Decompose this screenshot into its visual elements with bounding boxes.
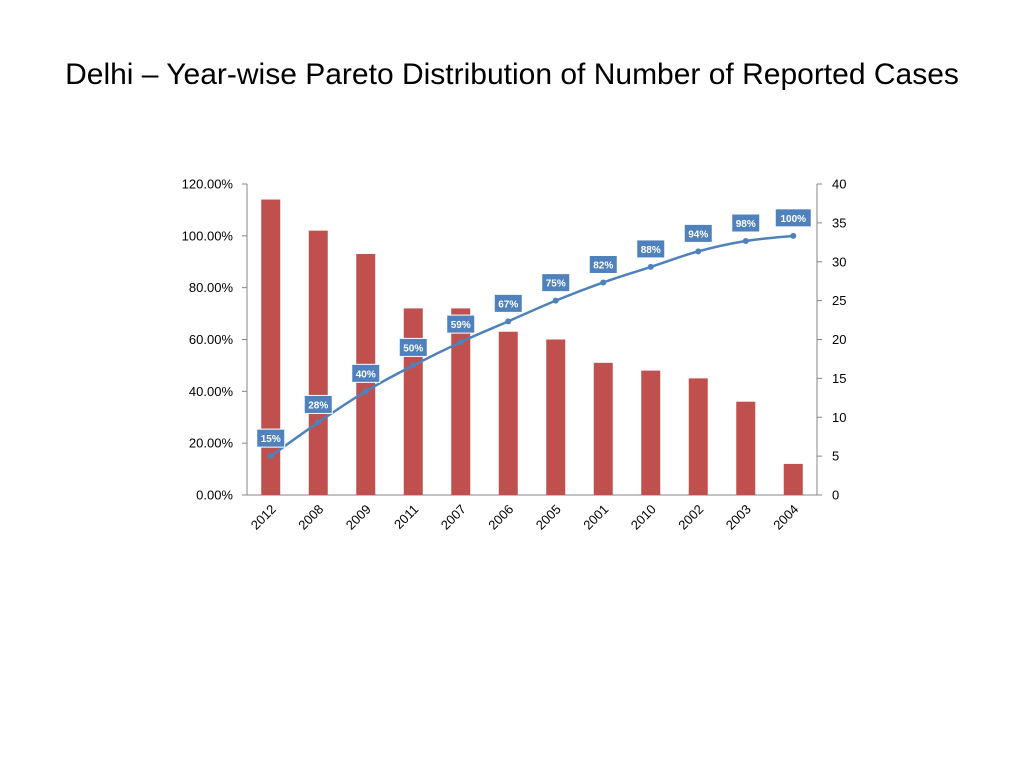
data-label: 82% — [593, 260, 613, 271]
data-label: 100% — [780, 214, 806, 225]
left-y-tick-label: 20.00% — [189, 436, 234, 451]
bar — [403, 308, 423, 495]
line-point — [552, 297, 559, 304]
bar — [783, 463, 803, 495]
data-label: 15% — [261, 434, 281, 445]
data-label-box — [351, 363, 381, 383]
bar — [451, 308, 471, 495]
x-tick-label: 2001 — [580, 502, 611, 533]
bar — [736, 401, 756, 495]
cumulative-line-series — [267, 232, 797, 460]
x-tick-label: 2008 — [295, 502, 326, 533]
data-label-box — [774, 208, 812, 228]
line-point — [267, 453, 274, 460]
data-label-box — [398, 337, 428, 357]
data-label: 59% — [451, 320, 471, 331]
line-point — [457, 339, 464, 346]
chart-axes: 0.00% 20.00% 40.00% 60.00% 80.00% 100.00% 120.… — [182, 177, 847, 503]
bar — [261, 199, 281, 496]
data-label: 88% — [641, 245, 661, 256]
right-y-tick-label: 15 — [832, 371, 846, 386]
bar — [498, 331, 518, 495]
x-tick-label: 2011 — [391, 502, 421, 532]
data-label-box — [731, 213, 761, 233]
data-label: 98% — [736, 219, 756, 230]
right-y-tick-label: 20 — [832, 332, 846, 347]
data-label-box — [541, 273, 571, 293]
right-y-tick-label: 5 — [832, 449, 839, 464]
data-label-box — [588, 254, 618, 274]
left-y-tick-label: 60.00% — [189, 332, 234, 347]
bar — [546, 339, 566, 495]
line-point — [362, 388, 369, 395]
data-label: 75% — [546, 279, 566, 290]
data-label: 28% — [308, 400, 328, 411]
left-y-tick-label: 100.00% — [182, 228, 234, 243]
right-y-tick-label: 35 — [832, 215, 846, 230]
data-label: 67% — [498, 299, 518, 310]
line-point — [600, 279, 607, 286]
data-label-box — [256, 428, 286, 448]
data-label-box — [303, 394, 333, 414]
line-point — [647, 263, 654, 270]
x-tick-label: 2010 — [628, 502, 659, 533]
line-point — [790, 232, 797, 239]
x-tick-label: 2004 — [770, 502, 801, 533]
bar — [308, 230, 328, 495]
right-y-tick-label: 25 — [832, 293, 846, 308]
right-y-tick-label: 40 — [832, 177, 846, 192]
data-label-box — [446, 314, 476, 334]
data-label: 50% — [403, 343, 423, 354]
data-label-box — [636, 239, 666, 259]
line-point — [505, 318, 512, 325]
line-point — [410, 362, 417, 369]
cumulative-line — [270, 234, 794, 458]
x-tick-label: 2012 — [248, 502, 279, 533]
x-tick-label: 2009 — [343, 502, 374, 533]
data-label: 40% — [356, 369, 376, 380]
left-y-tick-label: 40.00% — [189, 384, 234, 399]
right-y-tick-label: 0 — [832, 488, 839, 503]
x-tick-label: 2003 — [723, 502, 754, 533]
bar — [688, 378, 708, 495]
line-point — [695, 248, 702, 255]
left-y-tick-label: 80.00% — [189, 280, 234, 295]
data-label: 94% — [688, 229, 708, 240]
right-y-tick-label: 30 — [832, 254, 846, 269]
bar — [641, 370, 661, 495]
x-tick-label: 2006 — [485, 502, 516, 533]
bar-series — [261, 199, 803, 496]
data-label-box — [493, 293, 523, 313]
x-tick-label: 2005 — [533, 502, 564, 533]
line-point — [742, 238, 749, 245]
slide-title: Delhi – Year-wise Pareto Distribution of… — [65, 58, 959, 91]
x-axis-tick-labels: 2012 2008 2009 2011 2007 2006 2005 2001 2010 2002… — [248, 502, 802, 533]
data-labels: 15% 28% 40% 50% 59% 67% 75% 82% 88% 94% 98% 100% — [256, 208, 812, 448]
left-y-tick-label: 0.00% — [196, 488, 233, 503]
bar — [593, 362, 613, 495]
right-y-tick-label: 10 — [832, 410, 846, 425]
data-label-box — [683, 223, 713, 243]
left-y-tick-label: 120.00% — [182, 177, 234, 192]
line-point — [315, 419, 322, 426]
x-tick-label: 2002 — [675, 502, 706, 533]
x-tick-label: 2007 — [438, 502, 469, 533]
